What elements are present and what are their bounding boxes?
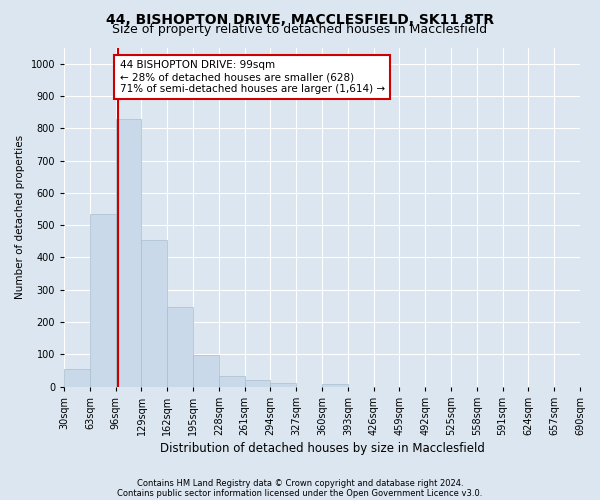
Bar [219, 376, 245, 386]
Text: Size of property relative to detached houses in Macclesfield: Size of property relative to detached ho… [112, 22, 488, 36]
Bar [193, 355, 219, 386]
Bar [245, 380, 271, 386]
Bar [64, 370, 90, 386]
Bar [271, 384, 296, 386]
Y-axis label: Number of detached properties: Number of detached properties [15, 135, 25, 299]
Bar [167, 308, 193, 386]
Bar [90, 214, 116, 386]
Text: Contains HM Land Registry data © Crown copyright and database right 2024.: Contains HM Land Registry data © Crown c… [137, 478, 463, 488]
Text: 44, BISHOPTON DRIVE, MACCLESFIELD, SK11 8TR: 44, BISHOPTON DRIVE, MACCLESFIELD, SK11 … [106, 12, 494, 26]
Bar [142, 240, 167, 386]
Bar [116, 118, 142, 386]
Text: 44 BISHOPTON DRIVE: 99sqm
← 28% of detached houses are smaller (628)
71% of semi: 44 BISHOPTON DRIVE: 99sqm ← 28% of detac… [119, 60, 385, 94]
Bar [322, 384, 348, 386]
Text: Contains public sector information licensed under the Open Government Licence v3: Contains public sector information licen… [118, 488, 482, 498]
X-axis label: Distribution of detached houses by size in Macclesfield: Distribution of detached houses by size … [160, 442, 484, 455]
